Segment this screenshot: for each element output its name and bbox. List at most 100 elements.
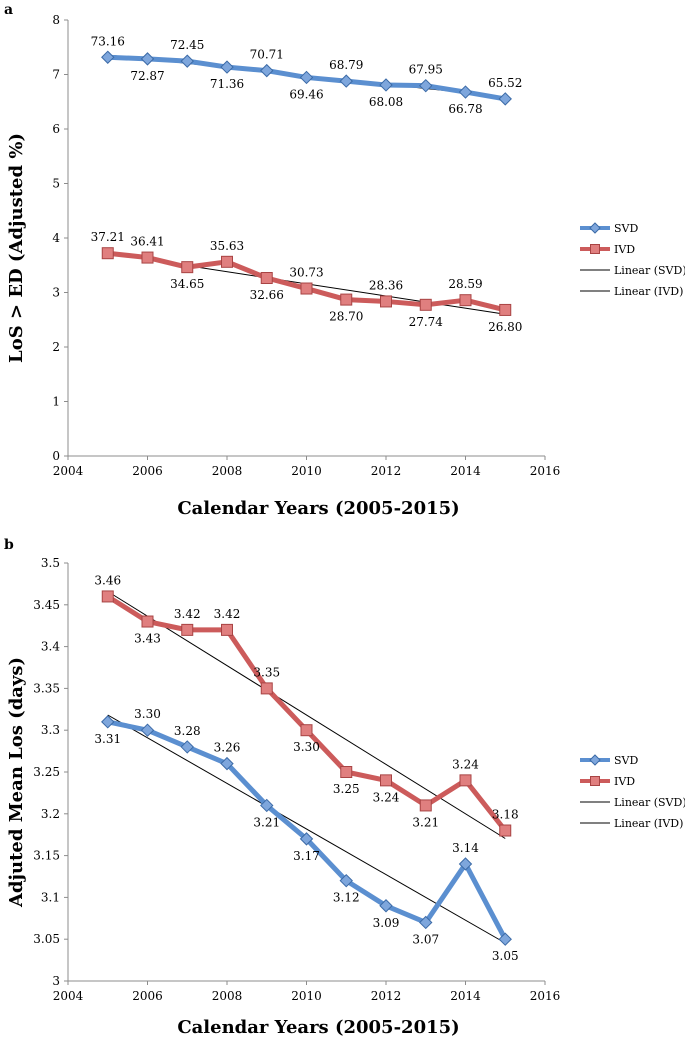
data-label-ivd: 3.43 <box>134 632 161 646</box>
data-label-ivd: 3.46 <box>94 573 121 587</box>
marker-ivd <box>181 623 194 636</box>
data-label-svd: 3.21 <box>253 815 280 829</box>
data-label-svd: 3.05 <box>492 949 519 963</box>
marker-svd <box>260 63 274 78</box>
y-tick-label: 3.05 <box>33 932 60 946</box>
data-label-ivd: 35.63 <box>210 239 244 253</box>
trendline-ivd <box>107 591 506 839</box>
marker-svd <box>299 832 314 846</box>
marker-ivd <box>380 774 392 787</box>
data-label-svd: 3.31 <box>94 732 121 746</box>
x-tick-label: 2008 <box>212 989 243 1003</box>
data-label-svd: 72.87 <box>130 69 164 83</box>
data-label-ivd: 3.30 <box>293 740 320 754</box>
marker-ivd <box>340 766 353 778</box>
y-tick-label: 2 <box>52 340 60 354</box>
x-tick-label: 2004 <box>53 989 84 1003</box>
data-label-svd: 3.07 <box>412 932 439 946</box>
data-label-svd: 3.17 <box>293 849 320 863</box>
marker-ivd <box>419 298 432 311</box>
y-tick-label: 3.4 <box>41 640 60 654</box>
x-tick-label: 2016 <box>530 989 561 1003</box>
chart-panel-b: b 3 3.05 3.1 3.15 3.2 3.25 3.3 3.35 3.4 3.45 3.5 200… <box>4 537 685 1038</box>
x-tick-label: 2004 <box>53 464 84 478</box>
data-label-ivd: 34.65 <box>170 277 204 291</box>
legend-label: Linear (IVD) <box>614 285 683 298</box>
data-label-svd: 66.78 <box>448 102 482 116</box>
marker-svd <box>498 932 512 946</box>
data-label-ivd: 28.36 <box>369 278 403 292</box>
legend-marker <box>590 776 600 786</box>
data-label-svd: 70.71 <box>250 48 284 62</box>
data-label-ivd: 3.42 <box>214 607 241 621</box>
x-tick-label: 2010 <box>291 989 322 1003</box>
data-label-ivd: 28.59 <box>448 277 482 291</box>
y-tick-label: 3 <box>52 286 60 300</box>
marker-svd <box>458 857 473 871</box>
series-line-ivd <box>106 594 508 833</box>
data-label-ivd: 3.25 <box>333 782 360 796</box>
series-line-ivd <box>107 250 506 313</box>
data-label-ivd: 3.18 <box>492 808 519 822</box>
y-tick-label: 7 <box>52 68 60 82</box>
marker-svd <box>299 70 314 85</box>
data-label-svd: 65.52 <box>488 76 522 90</box>
x-tick-label: 2010 <box>291 464 322 478</box>
marker-svd <box>140 723 155 737</box>
marker-ivd <box>260 682 273 695</box>
marker-svd <box>379 899 393 913</box>
marker-ivd <box>459 294 472 307</box>
marker-ivd <box>101 590 114 603</box>
y-tick-label: 0 <box>52 449 60 463</box>
y-tick-label: 3 <box>52 974 60 988</box>
marker-svd <box>379 78 393 92</box>
marker-ivd <box>101 247 114 260</box>
data-label-ivd: 26.80 <box>488 320 522 334</box>
data-label-svd: 3.12 <box>333 891 360 905</box>
data-label-ivd: 37.21 <box>91 230 125 244</box>
data-label-svd: 3.09 <box>373 916 400 930</box>
marker-svd <box>419 78 433 93</box>
x-tick-label: 2008 <box>212 464 243 478</box>
x-tick-label: 2014 <box>450 989 481 1003</box>
marker-svd <box>458 85 473 99</box>
data-label-svd: 73.16 <box>91 34 125 48</box>
data-label-svd: 3.14 <box>452 841 479 855</box>
marker-svd <box>140 52 155 66</box>
marker-ivd <box>300 282 313 295</box>
y-tick-label: 3.25 <box>33 765 60 779</box>
legend-marker <box>589 222 601 234</box>
legend-label: IVD <box>614 243 635 256</box>
panel-label: a <box>4 2 13 18</box>
marker-ivd <box>141 615 154 628</box>
y-tick-label: 3.1 <box>41 890 60 904</box>
legend: SVD IVD Linear (SVD) Linear (IVD) <box>580 754 685 830</box>
data-label-ivd: 27.74 <box>409 315 444 329</box>
x-tick-label: 2016 <box>530 464 561 478</box>
marker-svd <box>419 915 433 930</box>
x-axis-title: Calendar Years (2005-2015) <box>177 498 459 519</box>
y-tick-label: 3.15 <box>33 849 60 863</box>
data-label-ivd: 3.24 <box>452 757 479 771</box>
legend: SVD IVD Linear (SVD) Linear (IVD) <box>580 222 685 298</box>
y-tick-label: 3.45 <box>33 598 60 612</box>
marker-svd <box>180 54 194 68</box>
y-tick-label: 4 <box>52 231 60 245</box>
marker-ivd <box>340 293 353 306</box>
marker-ivd <box>459 774 472 787</box>
data-label-ivd: 30.73 <box>289 266 323 280</box>
data-label-ivd: 3.21 <box>412 815 439 829</box>
marker-ivd <box>380 295 392 308</box>
data-label-ivd: 36.41 <box>130 235 164 249</box>
marker-ivd <box>260 272 273 285</box>
x-axis-title: Calendar Years (2005-2015) <box>177 1017 459 1038</box>
marker-svd <box>180 740 194 754</box>
x-tick-label: 2012 <box>371 464 402 478</box>
data-label-ivd: 3.24 <box>373 790 400 804</box>
marker-svd <box>101 715 115 729</box>
marker-svd <box>220 60 234 74</box>
marker-svd <box>220 756 234 771</box>
marker-ivd <box>221 623 233 636</box>
y-tick-label: 8 <box>52 13 60 27</box>
data-label-svd: 68.08 <box>369 95 403 109</box>
